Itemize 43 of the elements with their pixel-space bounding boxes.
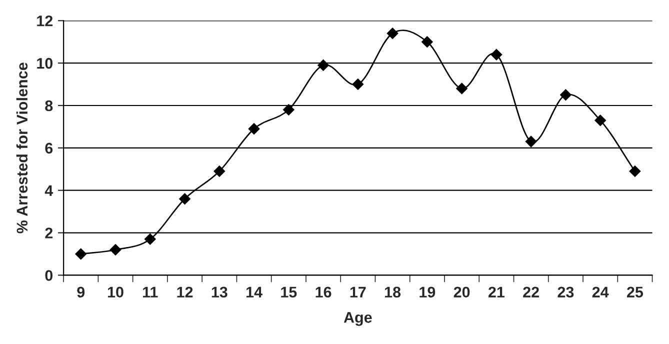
x-tick-label: 20: [454, 286, 470, 298]
x-tick-label: 13: [212, 286, 228, 298]
x-tick-label: 23: [558, 286, 574, 298]
point: [318, 60, 329, 71]
x-tick-label: 10: [108, 286, 124, 298]
x-tick-label: 14: [246, 286, 262, 298]
point: [386, 28, 398, 39]
point: [490, 48, 502, 60]
point: [629, 166, 641, 177]
x-tick-label: 24: [592, 286, 609, 298]
x-axis-title: Age: [344, 312, 372, 326]
point: [144, 234, 156, 245]
point: [110, 244, 122, 256]
point: [422, 36, 433, 48]
x-tick-label: 9: [77, 286, 85, 298]
x-tick-label: 18: [385, 286, 401, 298]
point: [75, 248, 86, 260]
x-tick-label: 25: [626, 286, 644, 298]
point: [283, 104, 294, 116]
x-tick-label: 19: [420, 286, 436, 298]
y-tick-label: 2: [45, 228, 53, 238]
y-tick-label: 8: [45, 100, 53, 112]
x-tick-label: 15: [281, 286, 297, 298]
y-tick-label: 0: [45, 270, 53, 281]
point: [560, 89, 572, 100]
x-tick-label: 12: [177, 286, 193, 298]
x-tick-label: 22: [523, 286, 539, 298]
y-tick-label: 12: [37, 16, 53, 26]
point: [248, 123, 260, 134]
y-tick-label: 4: [44, 185, 54, 196]
point: [594, 114, 606, 126]
x-tick-label: 16: [316, 286, 332, 298]
point: [214, 166, 225, 177]
x-tick-label: 17: [350, 286, 366, 298]
y-tick-label: 6: [45, 142, 53, 154]
y-tick-label: 10: [37, 58, 53, 69]
point: [456, 82, 468, 94]
x-tick-label: 21: [488, 286, 505, 298]
y-axis-title: % Arrested for Violence: [16, 62, 28, 234]
point: [179, 193, 190, 204]
point: [525, 136, 537, 148]
point: [352, 78, 364, 90]
x-tick-label: 11: [143, 286, 158, 298]
